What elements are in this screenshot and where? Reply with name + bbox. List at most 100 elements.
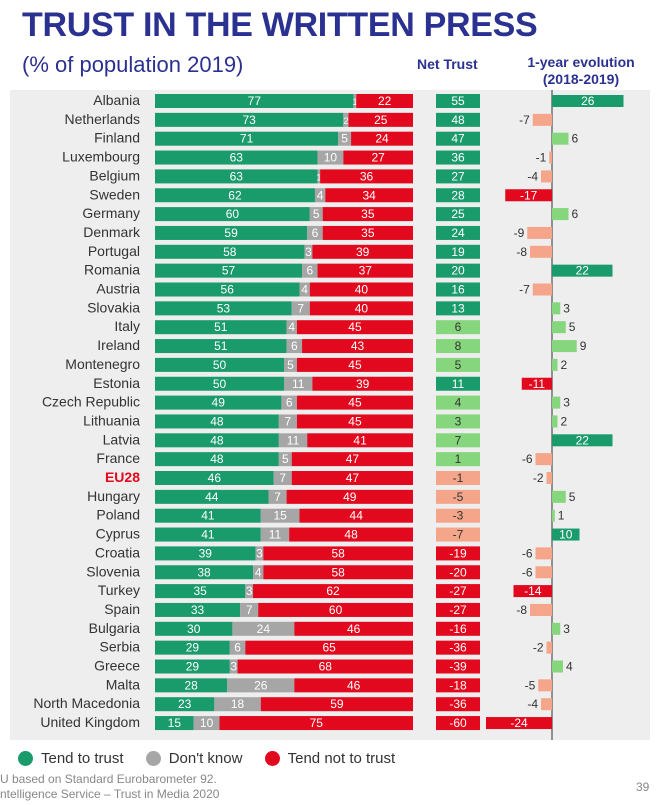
bar-not-trust-lithuania — [296, 414, 413, 429]
net-trust-label-albania: 55 — [451, 94, 465, 108]
bar-not-trust-belgium — [320, 169, 413, 184]
bar-label-dont-know-netherlands: 2 — [343, 116, 348, 126]
bar-trust-spain — [155, 602, 241, 617]
bar-label-trust-latvia: 48 — [210, 433, 224, 447]
country-label-germany: Germany — [82, 205, 140, 221]
evolution-bar-turkey — [513, 585, 552, 598]
bar-not-trust-portugal — [312, 244, 413, 259]
net-trust-label-cyprus: -7 — [453, 528, 464, 542]
bar-not-trust-sweden — [325, 188, 413, 203]
evolution-bar-luxembourg — [549, 151, 552, 164]
bar-label-not-trust-greece: 68 — [319, 660, 333, 674]
country-label-belgium: Belgium — [89, 167, 140, 183]
country-label-north-macedonia: North Macedonia — [33, 695, 140, 711]
bar-trust-slovenia — [155, 565, 254, 580]
evolution-bar-montenegro — [552, 358, 558, 371]
bar-label-dont-know-poland: 15 — [273, 509, 287, 523]
country-label-malta: Malta — [106, 676, 140, 692]
bar-trust-sweden — [155, 188, 315, 203]
country-label-hungary: Hungary — [87, 488, 140, 504]
bar-dont-know-poland — [260, 508, 300, 523]
bar-trust-france — [155, 452, 279, 467]
bar-label-dont-know-albania: 1 — [352, 97, 357, 107]
bar-trust-netherlands — [155, 112, 344, 127]
bar-not-trust-slovakia — [309, 301, 413, 316]
bar-trust-italy — [155, 320, 287, 335]
net-trust-box-ireland — [436, 339, 480, 354]
evolution-header-line2: (2018-2019) — [542, 71, 620, 87]
evolution-bar-eu28 — [546, 472, 552, 484]
bar-trust-hungary — [155, 489, 269, 504]
bar-dont-know-france — [278, 452, 292, 467]
bar-label-dont-know-estonia: 11 — [292, 377, 305, 391]
evolution-label-united-kingdom: -24 — [510, 716, 528, 730]
bar-trust-north-macedonia — [155, 697, 215, 712]
bar-label-dont-know-finland: 5 — [341, 132, 348, 146]
bar-label-not-trust-latvia: 41 — [353, 433, 367, 447]
net-trust-box-montenegro — [436, 357, 480, 372]
net-trust-box-spain — [436, 602, 480, 617]
evolution-label-france: -6 — [522, 452, 533, 466]
bar-dont-know-malta — [227, 678, 295, 693]
bar-label-dont-know-czech-republic: 6 — [286, 396, 293, 410]
evolution-bar-sweden — [505, 189, 552, 202]
net-trust-box-serbia — [436, 640, 480, 655]
net-trust-box-bulgaria — [436, 621, 480, 636]
evolution-bar-netherlands — [532, 113, 552, 126]
net-trust-box-france — [436, 452, 480, 467]
bar-not-trust-finland — [351, 131, 413, 146]
bar-dont-know-serbia — [229, 640, 246, 655]
net-trust-box-cyprus — [436, 527, 480, 542]
net-trust-label-latvia: 7 — [455, 433, 462, 447]
country-label-poland: Poland — [96, 507, 140, 523]
bar-not-trust-cyprus — [289, 527, 413, 542]
bar-not-trust-bulgaria — [294, 621, 413, 636]
net-trust-box-slovakia — [436, 301, 480, 316]
bar-trust-albania — [155, 94, 354, 108]
bar-trust-slovakia — [155, 301, 292, 316]
net-trust-label-ireland: 8 — [455, 339, 462, 353]
country-label-luxembourg: Luxembourg — [62, 149, 140, 165]
country-label-slovenia: Slovenia — [86, 563, 140, 579]
evolution-bar-north-macedonia — [541, 698, 552, 711]
evolution-bar-denmark — [527, 226, 552, 239]
bar-label-trust-turkey: 35 — [193, 584, 207, 598]
net-trust-label-czech-republic: 4 — [455, 396, 462, 410]
net-trust-box-denmark — [436, 225, 480, 240]
country-label-lithuania: Lithuania — [83, 412, 140, 428]
evolution-header: 1-year evolution (2018-2019) — [510, 54, 652, 88]
bar-dont-know-slovakia — [291, 301, 310, 316]
net-trust-label-estonia: 11 — [452, 377, 465, 391]
bar-dont-know-turkey — [245, 584, 254, 599]
bar-trust-serbia — [155, 640, 230, 655]
bar-label-not-trust-luxembourg: 27 — [371, 151, 385, 165]
evolution-label-bulgaria: 3 — [563, 622, 570, 636]
evolution-label-latvia: 22 — [576, 433, 590, 447]
bar-label-dont-know-luxembourg: 10 — [324, 151, 338, 165]
evolution-bar-hungary — [552, 490, 566, 503]
bar-not-trust-denmark — [322, 225, 413, 240]
bar-label-trust-albania: 77 — [248, 94, 262, 108]
bar-label-dont-know-slovenia: 4 — [255, 565, 262, 579]
evolution-bar-italy — [552, 321, 566, 334]
bar-label-trust-austria: 56 — [221, 283, 235, 297]
bar-dont-know-lithuania — [278, 414, 297, 429]
evolution-label-spain: -8 — [516, 603, 527, 617]
bar-label-not-trust-ireland: 43 — [351, 339, 365, 353]
evolution-label-cyprus: 10 — [559, 528, 573, 542]
bar-not-trust-greece — [237, 659, 413, 674]
country-label-france: France — [96, 450, 140, 466]
bar-label-not-trust-montenegro: 45 — [348, 358, 362, 372]
net-trust-label-romania: 20 — [451, 264, 465, 278]
country-label-spain: Spain — [104, 601, 140, 617]
bar-dont-know-netherlands — [343, 112, 349, 127]
bar-label-not-trust-north-macedonia: 59 — [330, 697, 344, 711]
bar-label-trust-cyprus: 41 — [201, 528, 215, 542]
net-trust-label-greece: -39 — [449, 660, 467, 674]
bar-trust-greece — [155, 659, 230, 674]
bar-dont-know-greece — [229, 659, 238, 674]
net-trust-label-slovenia: -20 — [449, 565, 467, 579]
country-label-sweden: Sweden — [89, 186, 140, 202]
net-trust-label-germany: 25 — [451, 207, 465, 221]
bar-dont-know-romania — [302, 263, 318, 278]
